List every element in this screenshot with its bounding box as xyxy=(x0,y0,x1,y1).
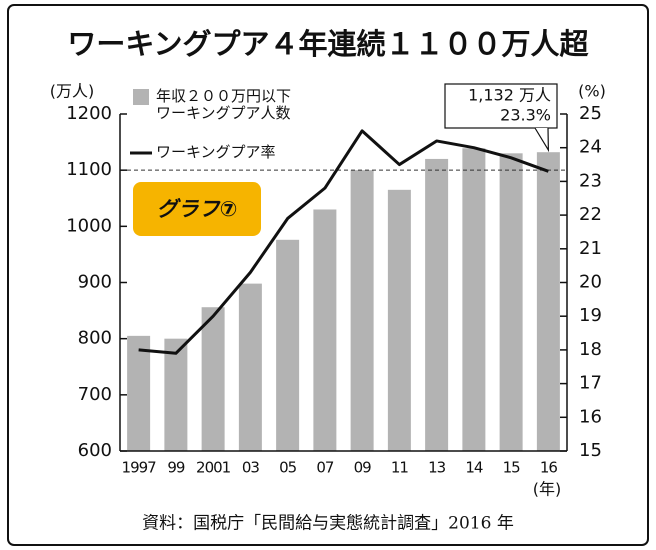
y-tick-label: 1000 xyxy=(66,215,112,236)
y2-tick-label: 17 xyxy=(579,373,602,394)
bar xyxy=(499,153,523,452)
y2-tick-label: 18 xyxy=(579,339,602,360)
y2-tick-label: 24 xyxy=(579,137,602,158)
bar xyxy=(238,283,262,451)
y2-tick-label: 21 xyxy=(579,238,602,259)
annotation-pointer xyxy=(534,127,550,153)
y2-tick-label: 20 xyxy=(579,272,602,293)
legend-swatch xyxy=(133,89,149,105)
y-tick-label: 1100 xyxy=(66,159,112,180)
x-tick-label: 05 xyxy=(279,459,297,477)
y2-tick-label: 25 xyxy=(579,103,602,124)
x-axis-label: (年) xyxy=(533,480,562,499)
bar xyxy=(350,170,374,451)
y-axis-label: (万人) xyxy=(50,82,95,101)
annotation-box xyxy=(444,83,558,129)
bar xyxy=(201,307,225,451)
x-tick-label: 09 xyxy=(354,459,372,477)
badge: グラフ⑦ xyxy=(157,197,238,221)
chart-title: ワーキングプア４年連続１１００万人超 xyxy=(67,27,589,61)
x-tick-label: 16 xyxy=(540,459,558,477)
bar xyxy=(387,189,411,451)
x-tick-label: 15 xyxy=(503,459,521,477)
y-tick-label: 700 xyxy=(78,384,112,405)
bar xyxy=(313,209,337,451)
value-label: 23.3% xyxy=(500,106,551,125)
y2-tick-label: 23 xyxy=(579,170,602,191)
value-label: 1,132 万人 xyxy=(468,86,551,105)
bar xyxy=(164,338,188,451)
rate-line xyxy=(138,129,549,355)
bar xyxy=(127,335,151,451)
legend-label: 年収２００万円以下 ワーキングプア人数 xyxy=(156,87,292,122)
y-tick-label: 1200 xyxy=(66,103,112,124)
y2-tick-label: 16 xyxy=(579,406,602,427)
bar xyxy=(536,152,560,451)
x-tick-label: 03 xyxy=(242,459,260,477)
y2-tick-label: 15 xyxy=(579,440,602,461)
x-tick-label: 11 xyxy=(391,459,409,477)
y-tick-label: 600 xyxy=(78,440,112,461)
frame xyxy=(7,4,649,546)
y-tick-label: 800 xyxy=(78,328,112,349)
x-tick-label: 13 xyxy=(428,459,446,477)
x-tick-label: 07 xyxy=(316,459,334,477)
bar xyxy=(276,239,300,451)
x-tick-label: 14 xyxy=(465,459,483,477)
x-tick-label: 1997 xyxy=(122,459,157,477)
badge-bg xyxy=(133,182,261,236)
bar xyxy=(462,148,486,452)
y2-tick-label: 22 xyxy=(579,204,602,225)
legend-label: ワーキングプア率 xyxy=(156,143,276,161)
y2-tick-label: 19 xyxy=(579,305,602,326)
source: 資料：国税庁「民間給与実態統計調査」2016 年 xyxy=(142,514,514,534)
bar xyxy=(425,158,449,451)
x-tick-label: 99 xyxy=(167,459,185,477)
y-tick-label: 900 xyxy=(78,272,112,293)
y2-axis-label: (%) xyxy=(578,82,606,101)
x-tick-label: 2001 xyxy=(196,459,231,477)
